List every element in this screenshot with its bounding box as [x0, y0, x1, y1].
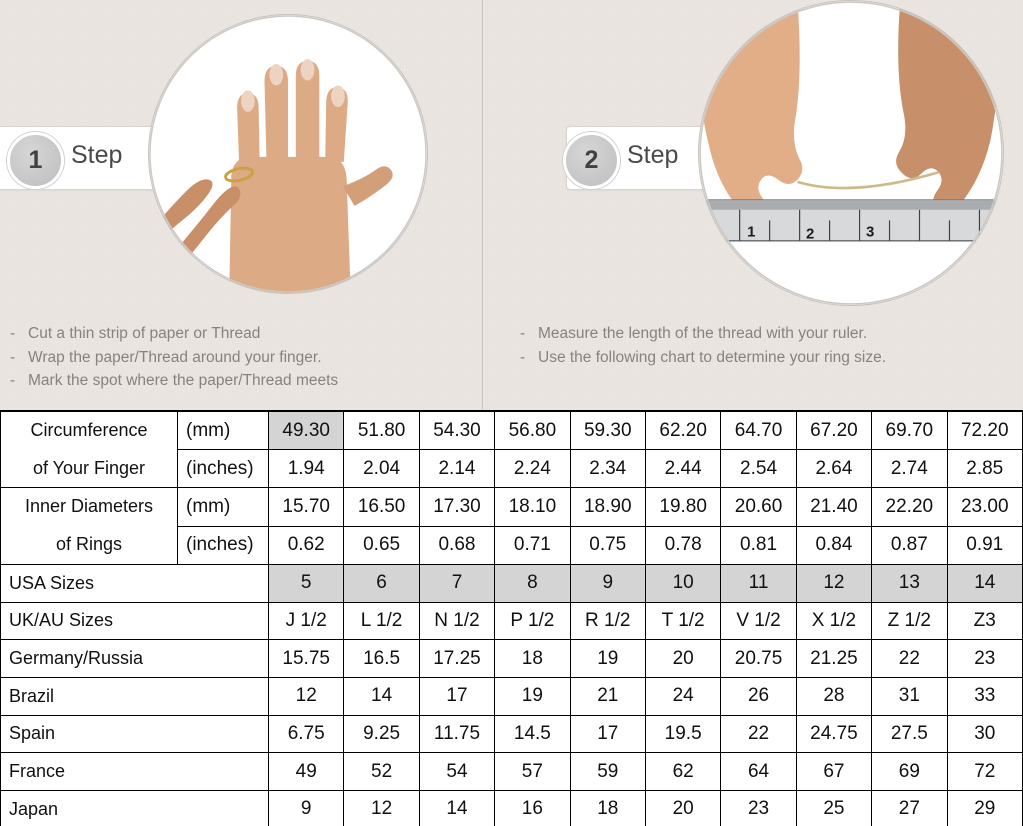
svg-text:3: 3 — [866, 223, 874, 240]
svg-text:1: 1 — [747, 223, 755, 240]
svg-text:2: 2 — [806, 226, 814, 243]
